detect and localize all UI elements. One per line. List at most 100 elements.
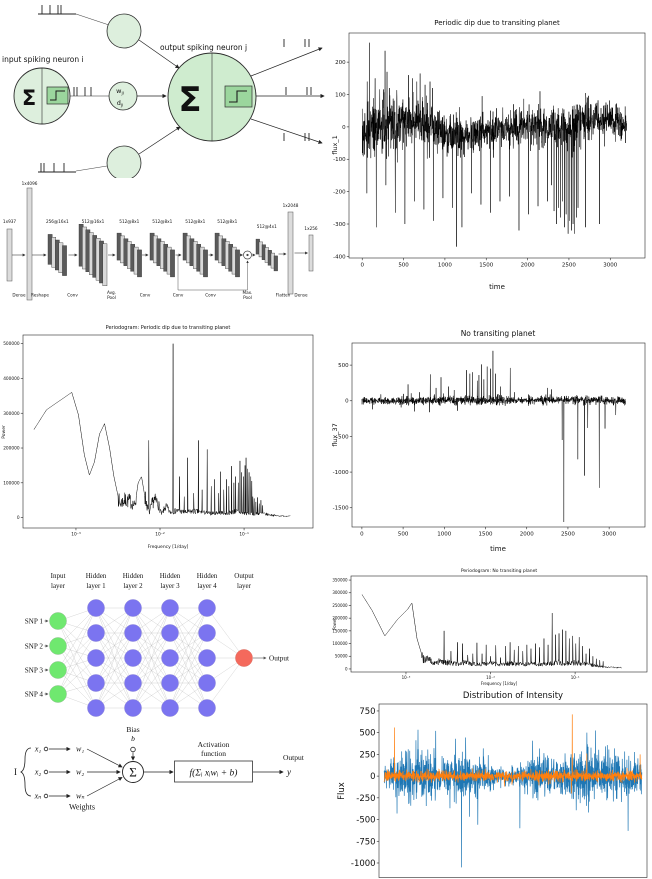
mlp-edge [169,657,208,709]
mlp-edge [95,632,134,709]
cnn-op-label: Max. [243,290,253,295]
cnn-feature-map [235,249,240,278]
spike-train-icon [70,87,109,97]
cnn-stage-label: 512@8x1 [119,219,139,224]
series-flux_37 [361,350,626,523]
mlp-hidden-node [161,699,179,717]
mlp-hidden-node [87,649,105,667]
y-tick-label: 750 [359,707,375,717]
mlp-edge [95,607,134,709]
cnn-op-label: Pool [107,295,116,300]
cnn-feature-map [137,249,142,278]
mlp-input-node [49,685,67,703]
weight-label: wji [116,87,124,97]
sum-symbol: Σ [22,86,36,110]
mlp-edge [95,657,134,709]
cnn-op-label: Reshape [31,293,49,298]
output-arrow [250,118,323,144]
spike-train-icon [283,39,310,47]
y-tick-label: 50000 [335,654,348,659]
x-tick-label: 10⁻³ [402,675,411,680]
series-power [33,343,291,518]
cnn-stage-label: 512@8x1 [152,219,172,224]
series-flux_1 [361,42,627,247]
mlp-input-label: SNP 4 [25,690,44,698]
mlp-edge [169,607,208,659]
y-axis-label: flux_37 [331,423,339,447]
perceptron-figure: Bias b I x₁ x₂ xₙ w₁ w₂ wₙ Weights Σ Act… [14,725,305,812]
mlp-edge [206,607,245,659]
y-tick-label: 200000 [332,616,348,621]
cnn-stage-label: 512@16x1 [82,219,105,224]
x-tick-label: 10⁻³ [71,532,81,538]
sum-node [122,761,144,783]
y-tick-label: 400000 [3,376,20,382]
cnn-feature-map [62,245,67,276]
y-tick-label: 200 [335,60,346,66]
y-tick-label: -1000 [351,859,376,869]
y-tick-label: -1000 [333,470,349,476]
x-axis-label: time [489,283,505,291]
y-tick-label: -750 [356,837,375,847]
cnn-stage-label: 512@4x1 [257,224,277,229]
x-axis-label: Frequency [1/day] [481,681,518,686]
cnn-stage-label: 1x4096 [22,181,38,186]
activation-label-1: Activation [198,740,230,749]
y-tick-label: 250 [359,750,375,760]
cnn-feature-map [102,243,108,287]
cnn-stage-label: 512@8x1 [217,219,237,224]
weights-label: Weights [69,803,95,812]
chart-title: Distribution of Intensity [463,691,563,701]
mlp-hidden-node [87,599,105,617]
cnn-op-label: Avg. [107,290,116,295]
activation-box [174,760,253,783]
mlp-layer-header: layer [237,582,252,590]
mlp-hidden-node [198,649,216,667]
mlp-hidden-node [87,674,105,692]
cnn-stage-label: 1x2048 [283,203,299,208]
output-arrow [250,47,323,77]
cnn-tensor-bar [6,228,13,282]
x-tick-label: 1500 [479,532,493,538]
connector-line [75,165,108,172]
mlp-hidden-node [124,674,142,692]
x-tick-label: 2500 [562,263,576,269]
y-tick-label: 300000 [332,590,348,595]
spike-train-icon [38,163,76,173]
mlp-input-label: SNP 3 [25,666,44,674]
x-tick-label: 10⁻¹ [239,532,249,538]
step-function-icon [50,90,65,101]
neuron-node [106,13,142,49]
mlp-edge [57,632,97,671]
mlp-layer-header: Hidden [123,572,144,580]
cnn-op-label: Flatten [276,293,291,298]
cnn-multiply-dot [246,253,249,257]
mlp-output-node [235,649,253,667]
chart-title: No transiting planet [461,329,536,338]
x-tick-label: 1500 [479,263,493,269]
y-tick-label: -1500 [333,506,349,512]
cnn-tensor-bar [26,187,33,301]
mlp-layer-header: Hidden [197,572,218,580]
mlp-edge [132,607,171,659]
y-tick-label: 350000 [332,578,348,583]
mlp-edge [57,669,97,709]
cnn-skip-connection [177,255,249,291]
chart-flux37: 0 500 1000 1500 2000 2500 3000 -1500 -1000 -500 0 5… [331,329,646,553]
cnn-op-label: Dense [294,293,308,298]
y-tick-label: 500 [359,729,375,739]
mlp-input-node [49,612,67,630]
chart-pgram1: 10⁻³ 10⁻² 10⁻¹ 0 100000 200000 300000 400000 500… [1,325,314,550]
chart-dist: -1000 -750 -500 -250 0 250 500 750 Distribution … [337,691,648,878]
mlp-layer-header: Output [234,572,254,580]
delay-label: dji [117,99,124,109]
cnn-feature-map [203,249,208,278]
mlp-hidden-node [124,624,142,642]
mlp-edge [169,632,208,709]
y-axis-label: Power [1,425,7,439]
y-tick-label: 100000 [3,480,20,486]
y-tick-label: 500000 [3,341,20,347]
mlp-layer-header: layer 4 [197,582,217,590]
mlp-edge [57,607,97,671]
